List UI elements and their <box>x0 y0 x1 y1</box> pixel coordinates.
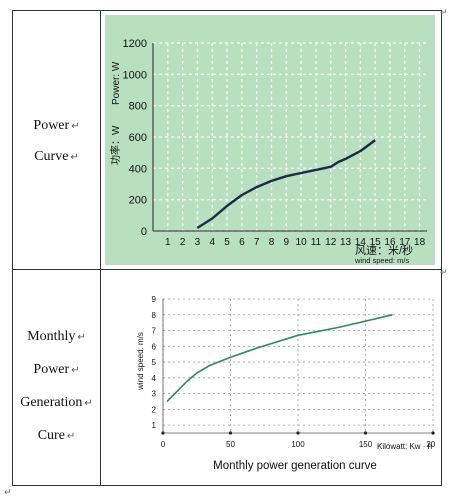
row2-label: Monthly ↵ Power ↵ Generation ↵ Cure ↵ <box>13 321 100 453</box>
x-axis-label: Kilowatt: Kw · h <box>377 442 432 451</box>
x-tick-label: 8 <box>269 237 275 248</box>
y-tick-label: 1200 <box>123 38 147 50</box>
y-tick-label: 3 <box>152 390 157 399</box>
row1-label-line: Power <box>33 118 70 133</box>
y-tick-label: 7 <box>152 327 157 336</box>
monthly-series-line <box>166 314 393 403</box>
column-divider <box>100 11 101 485</box>
x-tick-label: 15 <box>370 237 382 248</box>
paragraph-mark: ↵ <box>440 268 448 278</box>
x-tick-label: 16 <box>384 237 396 248</box>
x-tick-label: 14 <box>355 237 367 248</box>
row2-label-line: Power <box>33 362 70 377</box>
x-tick-label: 5 <box>224 237 230 248</box>
x-tick-label: 13 <box>340 237 352 248</box>
x-tick-label: 50 <box>226 440 235 449</box>
monthly-curve-chart: 1 2 3 4 5 6 7 8 9 0 50 100 150 200 wind speed: m/s Kilo… <box>105 275 440 481</box>
x-tick-label: 18 <box>414 237 426 248</box>
y-tick-label: 0 <box>141 226 147 238</box>
paragraph-mark: ↵ <box>70 152 79 163</box>
x-tick-label: 6 <box>239 237 245 248</box>
x-tick-label: 200 <box>426 440 435 449</box>
row-divider <box>13 269 441 270</box>
y-tick-label: 8 <box>152 311 157 320</box>
x-tick-label: 17 <box>399 237 411 248</box>
x-tick-label: 10 <box>296 237 308 248</box>
monthly-curve-panel: 1 2 3 4 5 6 7 8 9 0 50 100 150 200 wind speed: m/s Kilo… <box>105 275 440 486</box>
row2-label-line: Monthly <box>27 329 76 344</box>
y-tick-label: 1000 <box>123 69 147 81</box>
y-axis-label-cn: 功率：W <box>109 125 122 165</box>
row1-label-line: Curve <box>34 149 69 164</box>
x-tick-label: 1 <box>165 237 171 248</box>
y-tick-label: 200 <box>129 195 147 207</box>
row1-label: Power ↵ Curve ↵ <box>13 111 100 173</box>
paragraph-mark: ↵ <box>84 398 93 409</box>
x-tick-label: 2 <box>180 237 186 248</box>
y-tick-label: 2 <box>152 405 157 414</box>
x-tick-label: 3 <box>195 237 201 248</box>
power-curve-panel: 0 200 400 600 800 1000 1200 1 2 3 4 5 6 7 8 9 10 11 12 13 14… <box>105 15 435 270</box>
paragraph-mark: ↵ <box>71 365 80 376</box>
x-tick-label: 9 <box>284 237 290 248</box>
chart-title: Monthly power generation curve <box>213 460 377 472</box>
x-axis-label-cn: 风速：米/秒 <box>355 243 413 257</box>
y-tick-label: 600 <box>129 132 147 144</box>
x-tick-label: 150 <box>359 440 373 449</box>
document-table: Power ↵ Curve ↵ Monthly ↵ Power ↵ Generation… <box>12 10 442 486</box>
x-tick-label: 11 <box>311 237 322 248</box>
chart-background <box>105 15 435 265</box>
y-tick-label: 5 <box>152 358 157 367</box>
power-series-line <box>196 139 376 229</box>
y-axis-label: Power: W <box>111 61 122 105</box>
y-tick-label: 6 <box>152 342 157 351</box>
y-tick-label: 400 <box>129 163 147 175</box>
y-tick-label: 800 <box>129 101 147 113</box>
x-tick-label: 7 <box>254 237 260 248</box>
paragraph-mark: ↵ <box>77 332 86 343</box>
paragraph-mark: ↵ <box>4 488 12 498</box>
paragraph-mark: ↵ <box>66 431 76 442</box>
x-tick-label: 4 <box>209 237 215 248</box>
x-tick-label: 100 <box>291 440 305 449</box>
x-axis-label: wind speed: m/s <box>354 256 409 265</box>
row2-label-line: Cure <box>37 428 65 443</box>
y-tick-label: 9 <box>152 295 157 304</box>
x-tick-label: 0 <box>161 440 166 449</box>
row2-label-line: Generation <box>20 395 83 410</box>
y-axis-label: wind speed: m/s <box>136 332 145 391</box>
x-tick-label: 12 <box>325 237 337 248</box>
y-tick-label: 4 <box>152 374 157 383</box>
y-tick-label: 1 <box>152 421 157 430</box>
paragraph-mark: ↵ <box>440 8 448 18</box>
paragraph-mark: ↵ <box>71 121 80 132</box>
